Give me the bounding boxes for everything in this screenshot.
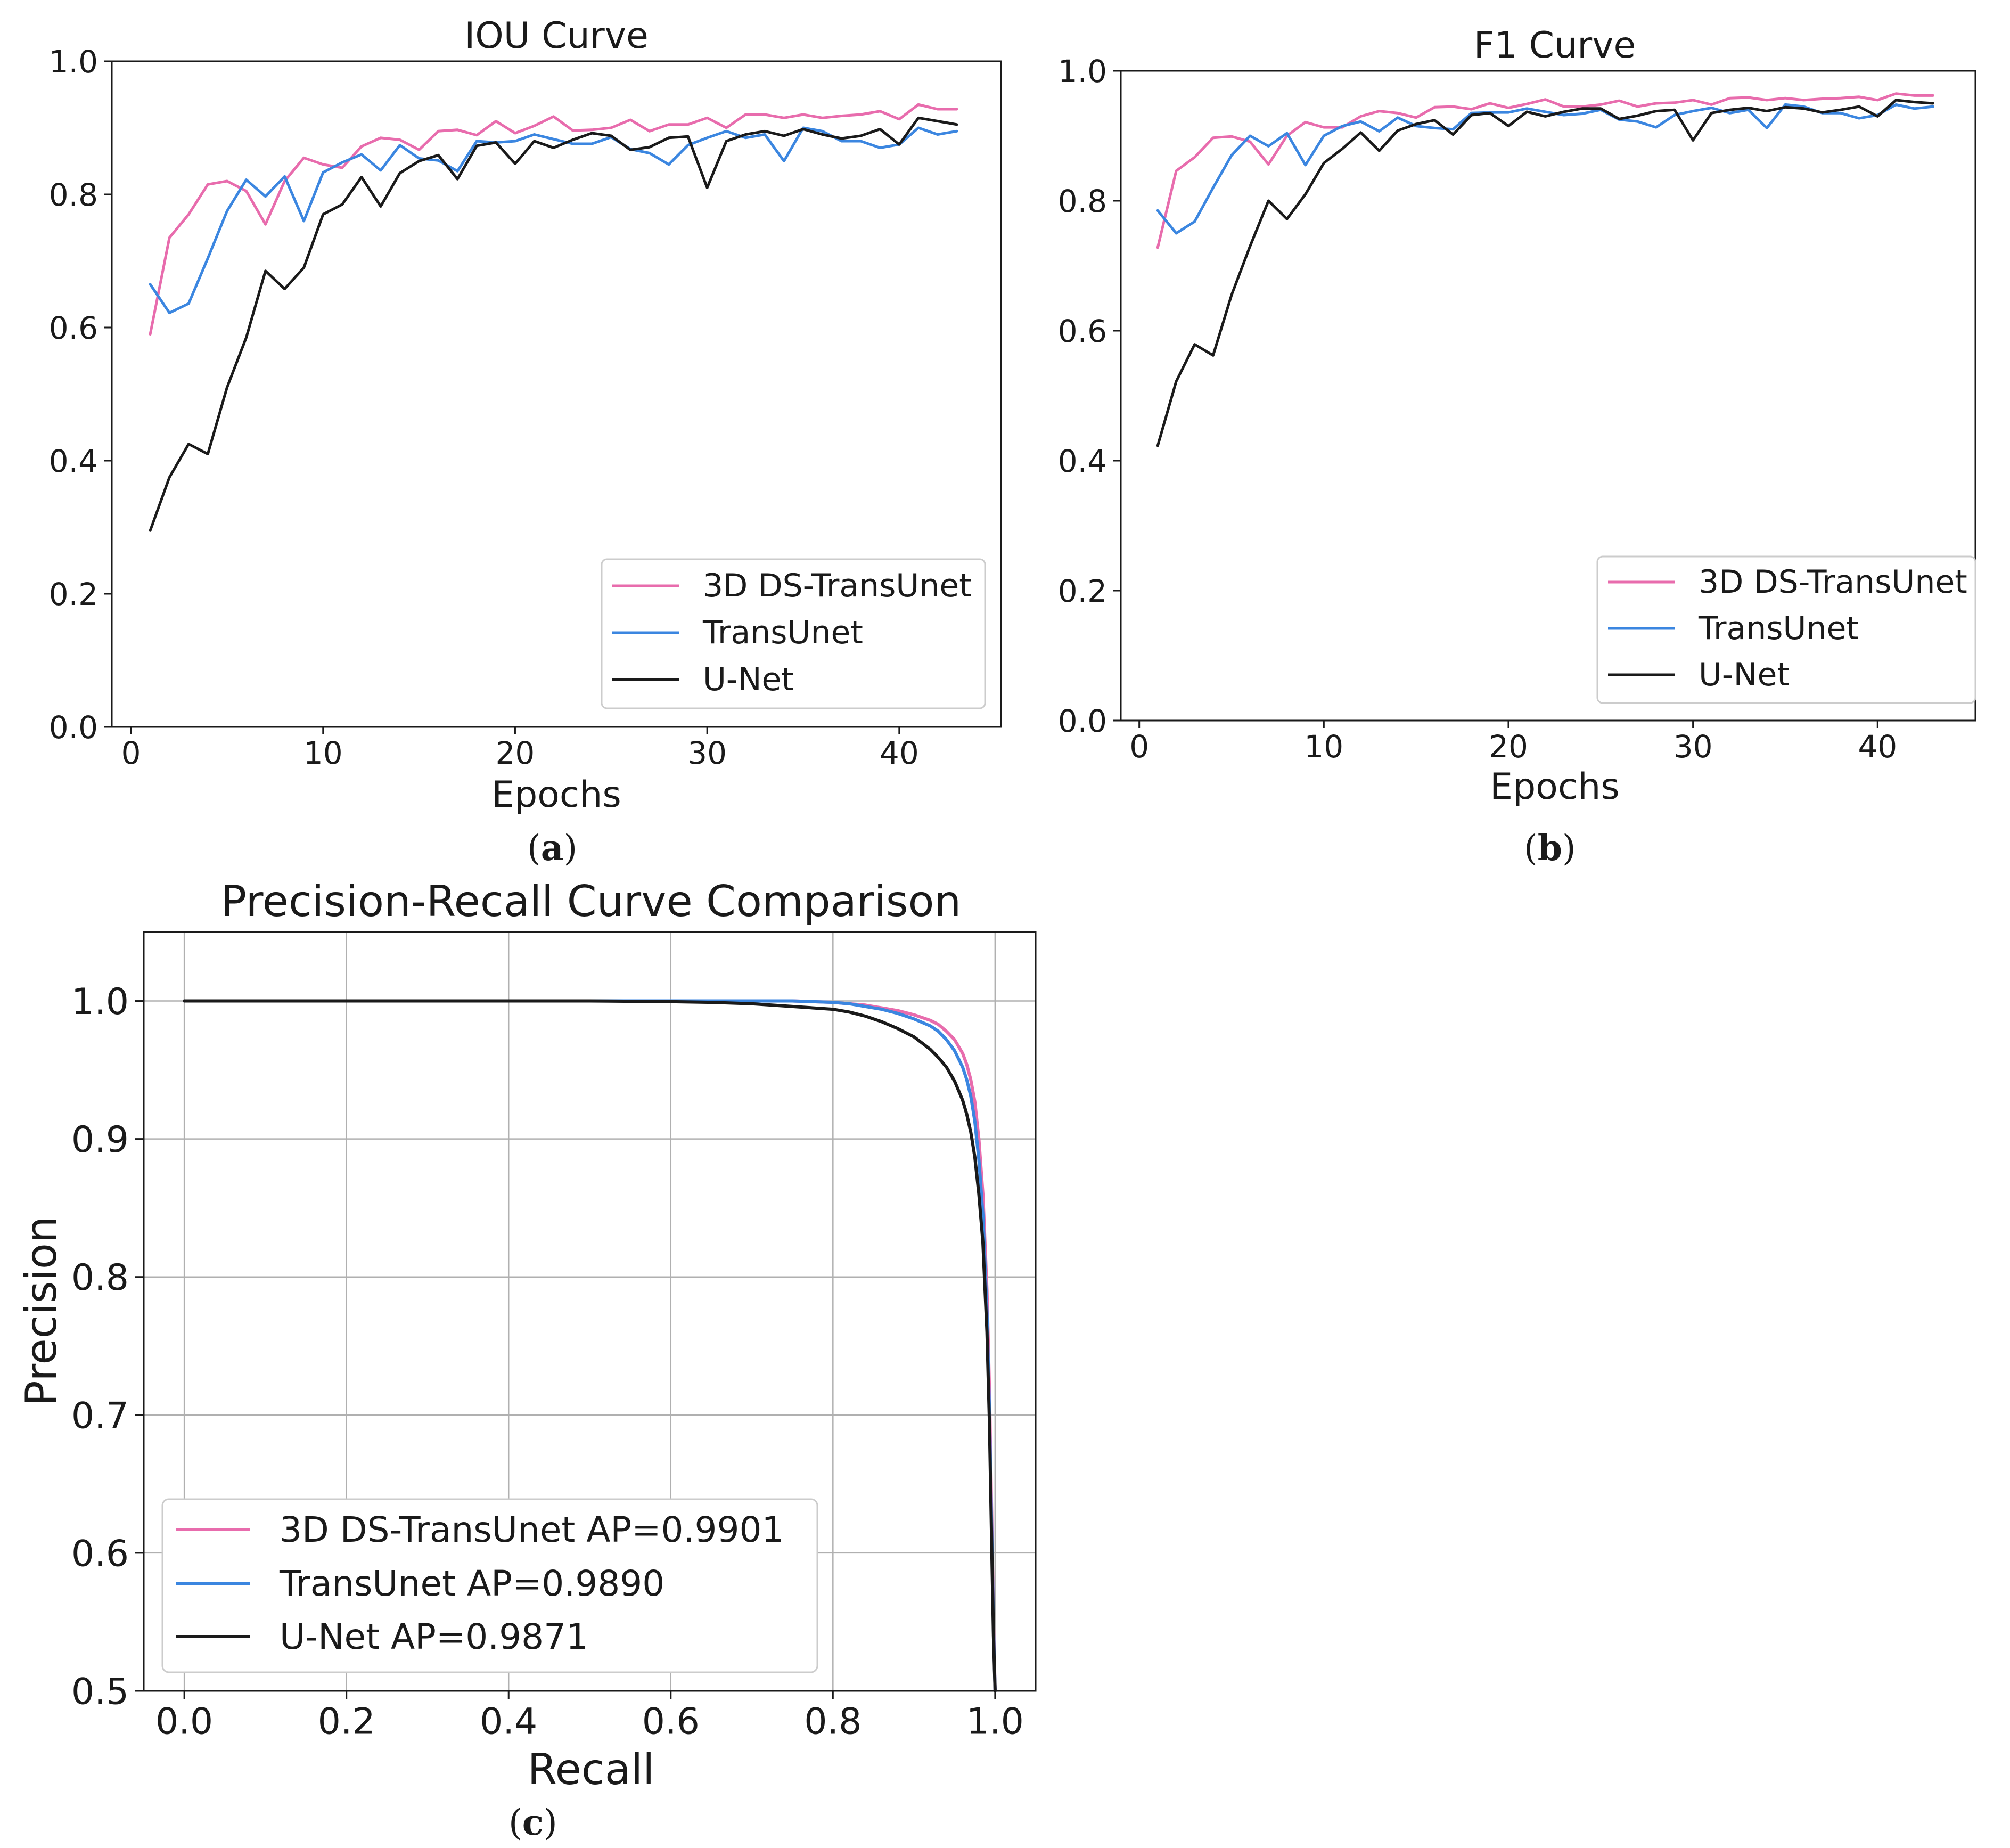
iou-chart-title: IOU Curve [464, 15, 649, 57]
iou-x-tick-label: 10 [303, 735, 343, 771]
f1-y-ticks: 0.0 0.2 0.4 0.6 0.8 1.0 [1058, 53, 1121, 739]
pr-y-tick-label: 0.8 [71, 1257, 129, 1299]
f1-x-tick-label: 10 [1304, 729, 1343, 765]
f1-x-tick-label: 20 [1489, 729, 1528, 765]
f1-x-tick-label: 30 [1673, 729, 1713, 765]
pr-y-tick-label: 0.5 [71, 1671, 129, 1713]
iou-x-tick-label: 20 [496, 735, 535, 771]
pr-x-tick-label: 0.0 [155, 1701, 213, 1743]
iou-x-axis-label: Epochs [491, 774, 621, 816]
pr-y-axis-label: Precision [17, 1216, 66, 1407]
f1-x-tick-label: 0 [1129, 729, 1149, 765]
f1-panel-caption: (b) [1524, 827, 1576, 869]
iou-plot-frame [111, 60, 1002, 728]
f1-plot-frame [1120, 70, 1976, 722]
pr-y-tick-label: 0.9 [71, 1119, 129, 1161]
pr-x-tick-label: 0.2 [318, 1701, 375, 1743]
iou-legend-label-transunet: TransUnet [702, 614, 863, 651]
pr-legend-label-u-net: U-Net AP=0.9871 [280, 1616, 588, 1657]
f1-series-line-transunet [1156, 103, 1934, 235]
iou-y-tick-label: 0.6 [49, 310, 98, 346]
pr-series-line-u-net-ap-0-9871 [183, 999, 997, 1692]
f1-legend-label-3d-ds-transunet: 3D DS-TransUnet [1699, 563, 1967, 601]
iou-y-tick-label: 1.0 [49, 44, 98, 80]
iou-legend-label-3d-ds-transunet: 3D DS-TransUnet [703, 567, 972, 604]
f1-series-lines [1156, 92, 1934, 447]
f1-legend: 3D DS-TransUnet TransUnet U-Net [1596, 555, 1976, 704]
pr-y-tick-label: 1.0 [71, 981, 129, 1023]
iou-y-tick-label: 0.2 [49, 576, 98, 612]
iou-legend-box [601, 558, 986, 709]
pr-chart-title: Precision-Recall Curve Comparison [221, 877, 961, 926]
iou-series-line-3d-ds-transunet [149, 103, 958, 336]
iou-x-tick-label: 0 [121, 735, 141, 771]
iou-y-tick-label: 0.8 [49, 177, 98, 213]
f1-y-tick-label: 0.0 [1058, 703, 1107, 739]
f1-caption-letter: b [1538, 827, 1562, 869]
iou-series-line-transunet [149, 126, 958, 314]
pr-caption-letter: c [522, 1802, 544, 1843]
f1-legend-label-transunet: TransUnet [1698, 610, 1859, 647]
pr-series-lines [183, 999, 997, 1692]
f1-y-tick-label: 1.0 [1058, 53, 1107, 89]
iou-x-tick-label: 40 [880, 735, 919, 771]
pr-x-axis-label: Recall [528, 1745, 655, 1794]
f1-y-tick-label: 0.2 [1058, 573, 1107, 609]
iou-panel-caption: (a) [527, 827, 577, 869]
pr-panel-caption: (c) [508, 1802, 557, 1843]
f1-y-tick-label: 0.8 [1058, 183, 1107, 219]
iou-series-lines [149, 103, 958, 532]
f1-y-tick-label: 0.4 [1058, 443, 1107, 479]
iou-legend: 3D DS-TransUnet TransUnet U-Net [601, 558, 986, 709]
pr-legend-box [161, 1498, 818, 1673]
pr-legend: 3D DS-TransUnet AP=0.9901 TransUnet AP=0… [161, 1498, 818, 1673]
iou-x-tick-label: 30 [687, 735, 727, 771]
pr-x-ticks: 0.0 0.2 0.4 0.6 0.8 1.0 [155, 1691, 1024, 1743]
pr-x-tick-label: 0.6 [642, 1701, 700, 1743]
pr-chart: Precision-Recall Curve Comparison 0.5 0.6… [17, 877, 1037, 1843]
f1-chart-title: F1 Curve [1474, 24, 1636, 67]
iou-legend-label-u-net: U-Net [703, 661, 794, 698]
f1-x-tick-label: 40 [1858, 729, 1897, 765]
f1-x-axis-label: Epochs [1490, 766, 1620, 808]
pr-legend-label-transunet: TransUnet AP=0.9890 [279, 1563, 664, 1604]
pr-x-tick-label: 0.8 [804, 1701, 862, 1743]
pr-y-tick-label: 0.7 [71, 1395, 129, 1437]
f1-legend-label-u-net: U-Net [1699, 656, 1790, 693]
pr-y-tick-label: 0.6 [71, 1533, 129, 1575]
iou-y-tick-label: 0.0 [49, 709, 98, 746]
f1-chart: F1 Curve 0.0 0.2 0.4 0.6 0.8 1.0 0 10 20 30 40 Ep… [1058, 24, 1976, 869]
iou-y-tick-label: 0.4 [49, 443, 98, 479]
pr-x-tick-label: 1.0 [966, 1701, 1024, 1743]
iou-series-line-u-net [149, 116, 958, 532]
pr-plot-frame [143, 931, 1037, 1692]
iou-x-ticks: 0 10 20 30 40 [121, 727, 919, 771]
iou-caption-letter: a [541, 827, 564, 869]
f1-series-line-u-net [1156, 99, 1934, 447]
pr-legend-label-3d-ds-transunet: 3D DS-TransUnet AP=0.9901 [280, 1509, 784, 1550]
pr-x-tick-label: 0.4 [480, 1701, 537, 1743]
iou-chart: IOU Curve 0.0 0.2 0.4 0.6 0.8 1.0 0 10 20 30 40 E… [49, 15, 1002, 869]
iou-y-ticks: 0.0 0.2 0.4 0.6 0.8 1.0 [49, 44, 112, 746]
f1-legend-box [1596, 555, 1976, 704]
f1-x-ticks: 0 10 20 30 40 [1129, 721, 1897, 765]
pr-y-ticks: 0.5 0.6 0.7 0.8 0.9 1.0 [71, 981, 144, 1713]
f1-y-tick-label: 0.6 [1058, 313, 1107, 349]
